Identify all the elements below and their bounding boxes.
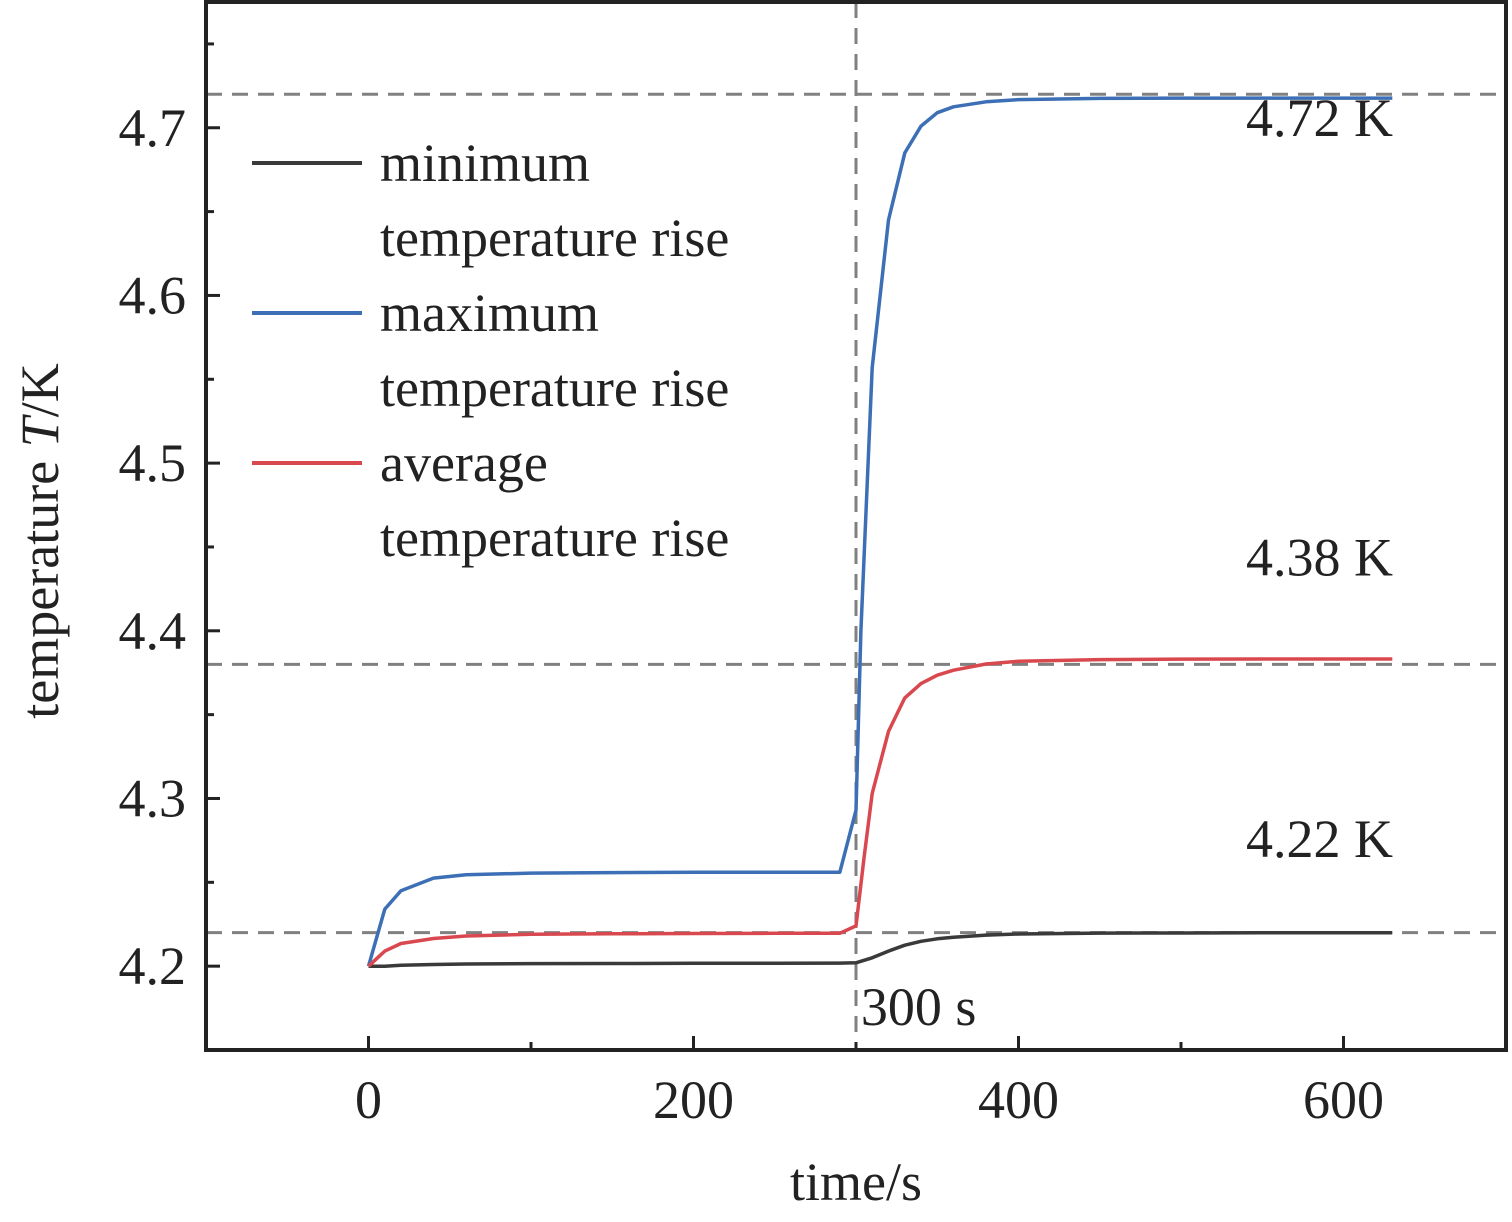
- annotation-label: 4.22 K: [1246, 809, 1393, 869]
- legend-label-0: minimum: [380, 133, 590, 193]
- x-tick-label: 0: [355, 1070, 382, 1130]
- annotation-label: 300 s: [861, 977, 977, 1037]
- annotation-label: 4.38 K: [1246, 527, 1393, 587]
- legend-label-2: temperature rise: [380, 508, 729, 568]
- x-tick-label: 200: [653, 1070, 734, 1130]
- annotations: 4.72 K 4.38 K 4.22 K 300 s: [861, 88, 1393, 1037]
- series-line-2: [367, 657, 1393, 968]
- x-tick-label: 600: [1303, 1070, 1384, 1130]
- y-tick-label: 4.6: [119, 265, 187, 325]
- series-layer: [366, 96, 1393, 968]
- y-axis-title-unit: /K: [10, 363, 70, 417]
- x-tick-label: 400: [978, 1070, 1059, 1130]
- y-tick-label: 4.4: [119, 601, 187, 661]
- series-line-1: [366, 96, 1393, 967]
- y-axis-title-prefix: temperature: [10, 447, 70, 718]
- y-tick-label: 4.3: [119, 768, 187, 828]
- legend-label-0: temperature rise: [380, 208, 729, 268]
- x-axis-title: time/s: [790, 1152, 922, 1212]
- tick-labels: 0 200 400 600 4.2 4.3 4.4 4.5 4.6 4.7: [119, 98, 1385, 1130]
- legend: minimum temperature rise maximum temperatur…: [252, 133, 729, 568]
- annotation-label: 4.72 K: [1246, 88, 1393, 148]
- y-axis-title-symbol: T: [10, 413, 70, 447]
- y-tick-label: 4.7: [119, 98, 187, 158]
- axis-ticks: [206, 42, 1345, 1050]
- legend-label-1: maximum: [380, 283, 599, 343]
- y-axis-title: temperature T/K: [10, 363, 70, 718]
- y-tick-label: 4.5: [119, 433, 187, 493]
- y-tick-label: 4.2: [119, 936, 187, 996]
- series-line-0: [368, 931, 1393, 968]
- reference-lines: [206, 2, 1506, 1050]
- legend-label-2: average: [380, 433, 548, 493]
- legend-label-1: temperature rise: [380, 358, 729, 418]
